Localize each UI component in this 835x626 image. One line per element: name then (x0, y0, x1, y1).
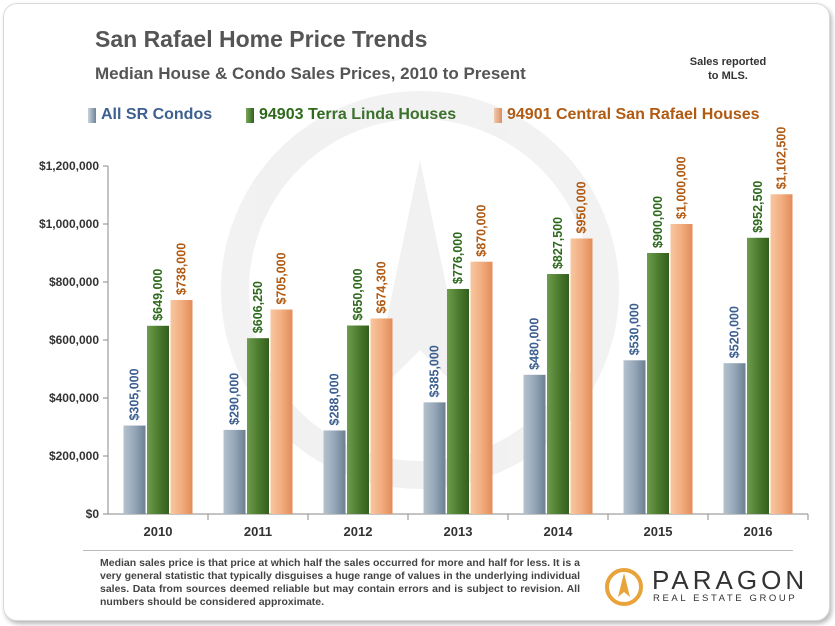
data-label-condos: $305,000 (128, 368, 142, 420)
x-tick-label: 2013 (444, 524, 473, 539)
y-tick-label: $0 (86, 507, 100, 521)
bar-terra-linda (547, 274, 569, 514)
bar-central (770, 194, 793, 514)
bar-terra-linda (647, 253, 669, 514)
data-label-terra-linda: $650,000 (351, 268, 365, 320)
legend-swatch-condos (88, 107, 96, 123)
source-note: Sales reported to MLS. (678, 55, 778, 83)
data-label-condos: $530,000 (628, 303, 642, 355)
legend-label-central: 94901 Central San Rafael Houses (507, 106, 760, 123)
y-tick-label: $400,000 (49, 391, 99, 405)
bar-central (470, 261, 493, 514)
logo-name: PARAGON (652, 565, 809, 595)
bar-condos (123, 425, 146, 514)
data-label-condos: $290,000 (228, 373, 242, 425)
y-tick-label: $600,000 (49, 333, 99, 347)
x-tick-label: 2014 (544, 524, 574, 539)
data-label-condos: $385,000 (428, 345, 442, 397)
data-label-central: $738,000 (175, 243, 189, 295)
legend-label-condos: All SR Condos (101, 106, 213, 123)
data-label-terra-linda: $606,250 (251, 281, 265, 333)
legend-swatch-central (494, 107, 502, 123)
legend-swatch-terra-linda (246, 107, 254, 123)
footer-divider (83, 550, 793, 551)
data-label-condos: $480,000 (528, 318, 542, 370)
legend-item-central: 94901 Central San Rafael Houses (494, 106, 760, 124)
bar-terra-linda (447, 288, 469, 514)
data-label-terra-linda: $900,000 (651, 196, 665, 248)
chart-subtitle: Median House & Condo Sales Prices, 2010 … (95, 64, 526, 83)
y-tick-label: $1,000,000 (39, 217, 99, 231)
x-tick-label: 2011 (244, 524, 272, 539)
data-label-terra-linda: $776,000 (451, 232, 465, 284)
legend-label-terra-linda: 94903 Terra Linda Houses (259, 106, 457, 123)
data-label-central: $705,000 (275, 252, 289, 304)
bar-condos (223, 429, 246, 514)
source-note-line-2: to MLS. (708, 70, 748, 82)
data-label-central: $1,000,000 (675, 156, 689, 219)
data-label-terra-linda: $649,000 (151, 269, 165, 321)
bar-central (670, 224, 693, 514)
y-tick-label: $200,000 (49, 449, 99, 463)
bar-terra-linda (247, 338, 269, 514)
bar-condos (523, 374, 546, 514)
data-label-central: $1,102,500 (775, 127, 789, 190)
y-tick-label: $800,000 (49, 275, 99, 289)
y-tick-label: $1,200,000 (39, 159, 99, 173)
data-label-condos: $520,000 (728, 306, 742, 358)
data-label-central: $870,000 (475, 205, 489, 257)
data-label-terra-linda: $827,500 (551, 217, 565, 269)
watermark-logo (221, 91, 619, 489)
bar-condos (623, 360, 646, 514)
bar-terra-linda (147, 325, 169, 514)
data-label-central: $674,300 (375, 261, 389, 313)
legend-item-terra-linda: 94903 Terra Linda Houses (246, 106, 456, 124)
bar-central (570, 238, 593, 514)
bar-condos (423, 402, 446, 514)
x-tick-label: 2010 (144, 524, 173, 539)
data-label-central: $950,000 (575, 181, 589, 233)
legend-item-condos: All SR Condos (88, 106, 212, 124)
disclaimer-text: Median sales price is that price at whic… (100, 557, 580, 608)
data-label-condos: $288,000 (328, 373, 342, 425)
x-tick-label: 2016 (744, 524, 773, 539)
bar-condos (723, 363, 746, 514)
x-tick-label: 2012 (344, 524, 373, 539)
source-note-line-1: Sales reported (689, 56, 767, 68)
chart-title: San Rafael Home Price Trends (95, 26, 428, 52)
bar-terra-linda (347, 325, 369, 514)
bar-terra-linda (747, 237, 769, 514)
data-label-terra-linda: $952,500 (751, 181, 765, 233)
bar-central (170, 299, 193, 514)
bar-condos (323, 430, 346, 514)
x-tick-label: 2015 (644, 524, 673, 539)
logo-tagline: REAL ESTATE GROUP (653, 593, 798, 604)
bar-central (270, 309, 293, 514)
bar-central (370, 318, 393, 514)
paragon-logo-icon (605, 568, 643, 606)
